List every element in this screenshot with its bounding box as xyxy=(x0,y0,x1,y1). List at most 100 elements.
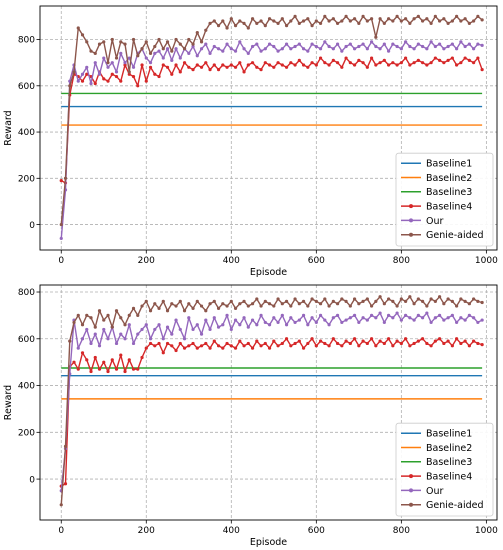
data-point xyxy=(297,42,301,46)
data-point xyxy=(361,61,365,65)
data-point xyxy=(114,341,119,346)
data-point xyxy=(208,302,212,306)
data-point xyxy=(416,297,420,301)
data-point xyxy=(327,63,331,67)
data-point xyxy=(233,24,238,28)
chart-1: 0 200 400 600 800 1000 0 200 400 600 800 Episode Rew… xyxy=(3,5,498,278)
data-point xyxy=(140,327,144,332)
data-point xyxy=(472,297,476,301)
data-point xyxy=(467,21,471,25)
data-point xyxy=(182,337,187,341)
data-point xyxy=(425,311,429,315)
x-tick-label: 1000 xyxy=(475,526,498,536)
data-point xyxy=(148,337,153,341)
data-point xyxy=(365,318,369,322)
y-tick-label: 0 xyxy=(29,475,35,485)
data-point xyxy=(242,299,246,303)
data-point xyxy=(340,49,344,53)
data-point xyxy=(404,313,408,317)
data-point xyxy=(374,316,378,320)
data-point xyxy=(80,337,85,341)
data-point xyxy=(450,313,454,317)
data-point xyxy=(429,61,433,65)
data-point xyxy=(433,299,437,303)
data-point xyxy=(238,61,242,65)
data-point xyxy=(467,58,471,62)
data-point xyxy=(246,26,250,30)
data-point xyxy=(123,323,127,327)
x-tick-label: 0 xyxy=(58,526,64,536)
x-tick-label: 400 xyxy=(223,256,240,266)
data-point xyxy=(259,344,263,348)
data-point xyxy=(280,17,284,21)
data-point xyxy=(369,17,374,21)
data-point xyxy=(212,299,216,303)
data-point xyxy=(259,304,263,308)
data-point xyxy=(148,65,153,69)
x-tick-label: 400 xyxy=(223,526,240,536)
series-line xyxy=(60,15,483,225)
data-point xyxy=(195,30,199,35)
data-point xyxy=(119,40,123,44)
data-point xyxy=(165,65,170,69)
data-point xyxy=(191,44,195,49)
data-point xyxy=(335,313,340,317)
data-point xyxy=(301,19,306,23)
data-point xyxy=(314,299,318,303)
data-point xyxy=(323,61,327,65)
data-point xyxy=(408,316,412,320)
data-point xyxy=(229,17,233,21)
data-point xyxy=(455,63,459,67)
data-point xyxy=(433,56,437,60)
data-point xyxy=(85,72,89,76)
data-point xyxy=(323,40,327,44)
data-point xyxy=(208,21,212,25)
data-point xyxy=(365,47,369,51)
data-point xyxy=(267,302,272,306)
data-point xyxy=(340,320,344,325)
data-point xyxy=(85,313,89,317)
data-point xyxy=(68,84,72,88)
data-point xyxy=(174,47,178,51)
data-point xyxy=(199,40,204,44)
data-point xyxy=(399,318,403,322)
data-point xyxy=(378,311,382,315)
data-point xyxy=(161,299,165,303)
data-point xyxy=(323,297,327,301)
data-point xyxy=(233,306,238,310)
data-point xyxy=(259,313,263,317)
data-point xyxy=(391,316,395,320)
data-point xyxy=(263,299,267,303)
data-point xyxy=(412,341,416,346)
data-point xyxy=(131,306,136,310)
data-point xyxy=(153,344,157,348)
data-point xyxy=(93,81,97,86)
data-point xyxy=(382,58,386,62)
data-point xyxy=(297,339,301,343)
data-point xyxy=(323,14,327,19)
data-point xyxy=(369,337,374,341)
data-point xyxy=(446,339,450,343)
data-point xyxy=(395,339,399,343)
data-point xyxy=(399,341,403,346)
data-point xyxy=(446,316,450,320)
data-point xyxy=(165,325,170,329)
data-point xyxy=(76,346,80,350)
data-point xyxy=(110,358,114,362)
data-point xyxy=(404,56,408,60)
data-point xyxy=(233,346,238,350)
data-point xyxy=(340,297,344,301)
data-point xyxy=(110,72,114,76)
data-point xyxy=(421,44,425,49)
data-point xyxy=(421,299,425,303)
data-point xyxy=(327,344,331,348)
data-point xyxy=(93,51,97,56)
data-point xyxy=(455,320,459,325)
data-point xyxy=(242,344,246,348)
legend-label: Baseline4 xyxy=(426,472,472,483)
data-point xyxy=(404,40,408,44)
data-point xyxy=(216,24,221,28)
data-point xyxy=(421,337,425,341)
data-point xyxy=(212,339,216,343)
data-point xyxy=(386,337,391,341)
